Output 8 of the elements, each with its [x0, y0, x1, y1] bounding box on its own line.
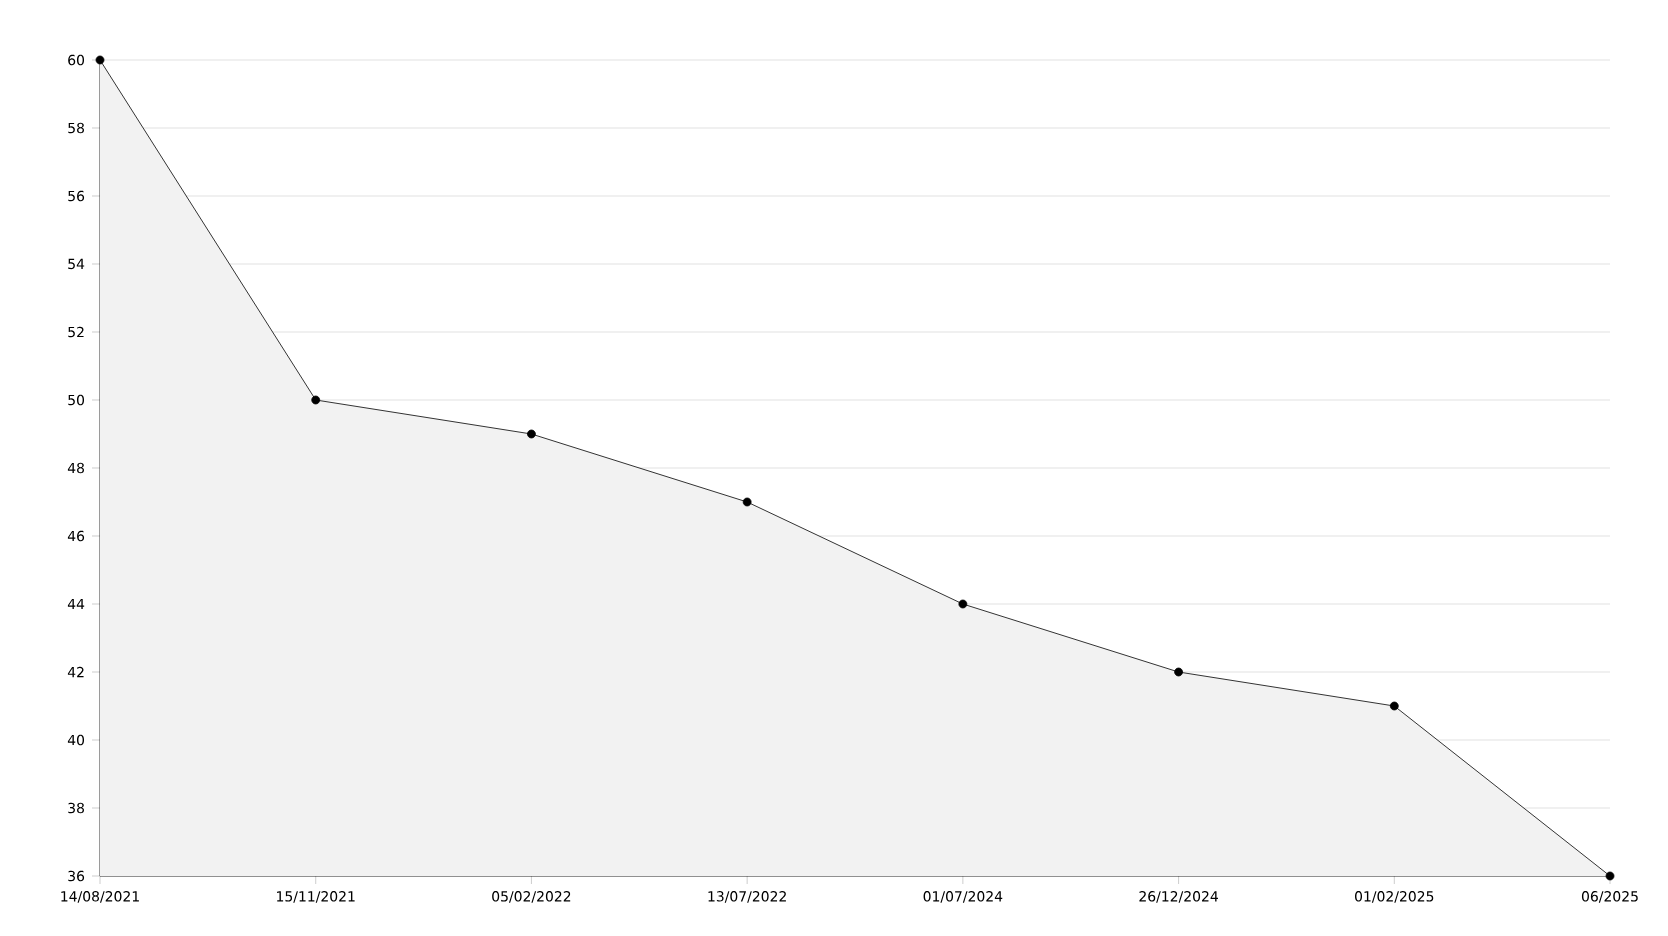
point	[311, 395, 321, 405]
point	[1174, 667, 1183, 677]
point	[958, 599, 968, 609]
point	[742, 497, 752, 507]
point	[1605, 871, 1615, 881]
point	[95, 55, 105, 65]
point	[1389, 701, 1399, 711]
point	[527, 429, 536, 439]
